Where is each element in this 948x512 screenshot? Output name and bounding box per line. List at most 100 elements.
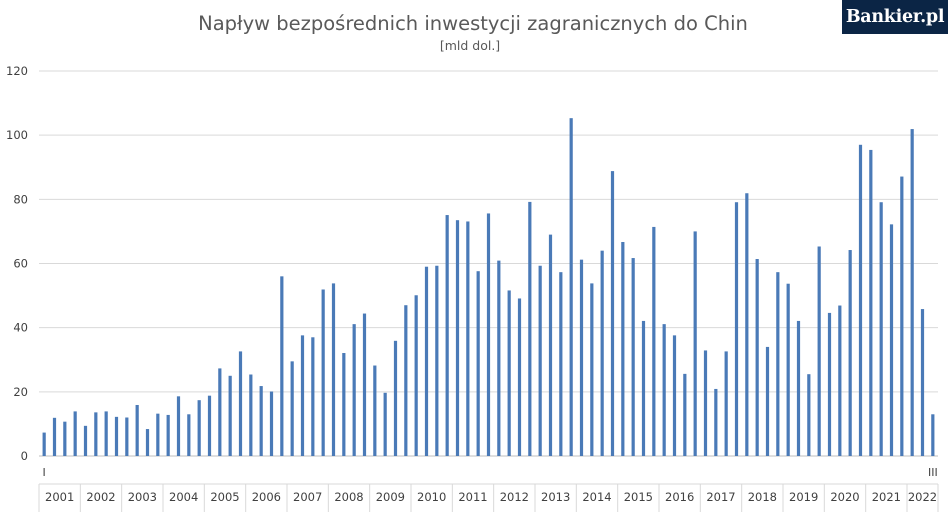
year-label: 2019 [789,490,818,504]
year-label: 2003 [128,490,157,504]
bar [176,396,181,456]
bar [796,320,801,456]
bar [672,335,677,456]
bar [42,432,46,456]
bar [683,373,687,456]
year-label: 2011 [458,490,487,504]
bar [73,411,77,456]
bar [724,351,728,456]
bar [931,414,935,456]
year-label: 2007 [293,490,322,504]
year-label: 2020 [830,490,859,504]
bar [166,414,170,456]
bar [528,201,532,456]
bar [879,202,883,456]
bar [207,395,212,456]
bar [621,242,625,456]
year-label: 2008 [334,490,363,504]
bar [104,411,108,456]
bar [187,414,191,456]
bar [714,388,718,456]
bar [693,231,697,456]
year-label: 2018 [748,490,777,504]
bar [900,176,904,456]
bar [424,266,429,456]
bar [404,305,408,456]
bar [765,346,770,456]
bar [776,272,780,456]
bar [290,361,294,456]
bar [817,246,821,456]
bar [538,265,542,456]
y-tick-label: 120 [6,64,28,78]
year-label: 2014 [582,490,611,504]
bar [259,386,263,456]
bar [393,340,398,456]
bar [559,272,563,456]
bar [548,234,553,456]
bar [569,118,573,456]
bar [497,260,501,456]
bar [734,202,739,456]
year-label: 2006 [252,490,281,504]
bar [135,404,139,456]
y-tick-label: 0 [21,449,28,463]
bar [755,259,759,456]
bar [610,171,615,456]
bankier-logo: Bankier.pl [842,0,948,34]
bar [435,265,439,456]
bars [42,118,935,457]
bar [455,220,460,456]
y-tick-label: 60 [13,257,28,271]
bar [910,129,914,456]
y-axis: 0 20 40 60 80 100 120 [6,64,28,463]
bar [827,312,832,456]
year-label: 2002 [86,490,115,504]
bar [631,258,635,456]
bar [745,193,749,457]
year-label: 2009 [376,490,405,504]
bar [600,250,604,456]
year-label: 2001 [45,490,74,504]
bar [786,283,790,456]
bar [848,250,852,456]
bar [145,429,150,456]
year-label: 2005 [210,490,239,504]
bar [321,289,325,456]
bar [197,400,201,456]
bar [311,337,315,456]
year-label: 2017 [706,490,735,504]
chart-title: Napływ bezpośrednich inwestycji zagranic… [198,12,748,35]
bar [352,324,356,456]
year-label: 2016 [665,490,694,504]
bar [125,417,129,456]
year-label: 2022 [908,490,937,504]
bar [652,226,656,456]
bar [362,313,367,456]
bar [342,353,346,456]
bar [889,224,894,456]
bar [662,324,666,456]
bar [414,295,418,456]
year-label: 2021 [872,490,901,504]
bar [300,335,305,456]
year-label: 2010 [417,490,446,504]
bar [269,391,274,456]
y-tick-label: 100 [6,128,28,142]
bar [507,290,511,456]
bar [331,283,336,456]
y-tick-label: 40 [13,321,28,335]
last-quarter-label: III [928,466,938,479]
bar [858,144,863,456]
bar [869,149,873,457]
year-label: 2015 [624,490,653,504]
bar [517,298,522,456]
bar [52,417,57,456]
bar [476,271,480,456]
bar [63,421,67,456]
chart-subtitle: [mld dol.] [440,38,500,53]
bar [238,351,243,456]
bar [94,412,98,456]
